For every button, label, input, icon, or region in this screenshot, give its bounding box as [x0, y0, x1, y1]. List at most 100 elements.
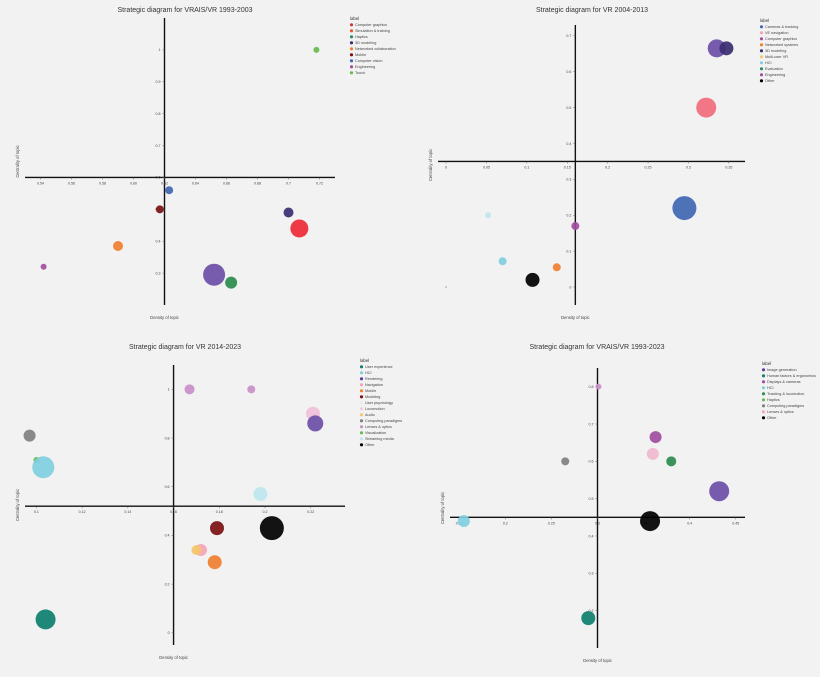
x-tick-label: 0.16 [170, 510, 177, 514]
data-point [445, 286, 447, 288]
y-tick-label: 0.4 [566, 142, 571, 146]
data-point [259, 516, 284, 541]
data-point [191, 545, 202, 556]
x-tick-label: 0.66 [223, 181, 230, 185]
y-tick-label: 0.7 [156, 144, 161, 148]
data-point [207, 555, 222, 570]
legend-entry: Mobile [355, 53, 366, 57]
y-tick-label: 0.7 [589, 422, 594, 426]
legend-entry: Modeling [365, 395, 380, 399]
legend-marker [349, 47, 354, 51]
legend-marker [759, 37, 764, 41]
legend-marker [359, 437, 364, 441]
x-tick-label: 0.3 [595, 521, 600, 525]
x-axis-label: Density of topic [561, 315, 590, 320]
chart-title: Strategic diagram for VR 2004-2013 [536, 7, 648, 14]
x-tick-label: 0.62 [161, 181, 168, 185]
legend-entry: Engineering [765, 73, 785, 77]
legend-entry: Displays & cameras [767, 380, 801, 384]
data-point [32, 456, 55, 479]
legend-marker [359, 425, 364, 429]
legend-marker [349, 53, 354, 57]
y-tick-label: 0.6 [156, 176, 161, 180]
y-tick-label: 0.7 [566, 34, 571, 38]
data-point [184, 384, 195, 395]
data-point [210, 521, 224, 536]
x-tick-label: 0.22 [307, 510, 314, 514]
legend-marker [761, 392, 766, 396]
y-tick-label: 0.4 [165, 534, 170, 538]
legend-entry: Computing paradigms [767, 404, 804, 408]
legend-entry: Rendering [365, 377, 383, 381]
legend-marker [761, 410, 766, 414]
x-tick-label: 0.60 [130, 181, 137, 185]
x-tick-label: 0.54 [37, 181, 44, 185]
x-tick-label: 0.05 [483, 165, 490, 169]
legend-marker [349, 35, 354, 39]
x-tick-label: 0.45 [732, 521, 739, 525]
legend-marker [761, 380, 766, 384]
legend-marker [761, 404, 766, 408]
y-tick-label: 0.6 [589, 460, 594, 464]
data-point [23, 429, 36, 442]
y-tick-label: 0.5 [566, 106, 571, 110]
legend-marker [359, 419, 364, 423]
y-axis-label: Centrality of topic [440, 492, 445, 524]
y-tick-label: 0.8 [165, 436, 170, 440]
y-tick-label: 0.1 [566, 249, 571, 253]
legend-entry: Haptics [355, 35, 368, 39]
legend-entry: Networked collaboration [355, 47, 396, 51]
legend-marker [761, 374, 766, 378]
chart-title: Strategic diagram for VR 2014-2023 [129, 344, 241, 351]
legend-entry: HCI [365, 371, 372, 375]
legend-marker [759, 49, 764, 53]
y-tick-label: 0.8 [156, 112, 161, 116]
x-tick-label: 0.7 [286, 181, 291, 185]
legend-marker [359, 413, 364, 417]
legend-marker [349, 29, 354, 33]
legend-marker [349, 71, 354, 75]
legend-entry: Evaluation [765, 67, 783, 71]
legend-marker [759, 73, 764, 77]
y-tick-label: 0.2 [566, 214, 571, 218]
data-point [307, 415, 324, 432]
y-tick-label: 0.8 [589, 385, 594, 389]
y-tick-label: 0.5 [589, 497, 594, 501]
legend-entry: User psychology [365, 401, 393, 405]
data-point [595, 383, 602, 390]
chart-title: Strategic diagram for VRAIS/VR 1993-2023 [529, 344, 664, 351]
data-point [525, 272, 540, 287]
data-point [561, 457, 570, 466]
x-tick-label: 0.58 [99, 181, 106, 185]
y-axis-label: Centrality of topic [15, 489, 20, 521]
legend-marker [359, 377, 364, 381]
y-tick-label: 0.2 [589, 609, 594, 613]
legend-marker [349, 65, 354, 69]
x-tick-label: 0.4 [687, 521, 692, 525]
data-point [581, 611, 596, 626]
data-point [696, 97, 717, 118]
legend-marker [761, 398, 766, 402]
legend-entry: Image generation [767, 368, 797, 372]
y-tick-label: 0.9 [156, 80, 161, 84]
y-tick-label: 0.3 [589, 572, 594, 576]
y-tick-label: 0.4 [589, 534, 594, 538]
x-tick-label: 0.18 [216, 510, 223, 514]
legend-entry: Tracking & locomotion [767, 392, 804, 396]
legend-title: label [350, 16, 359, 21]
x-axis-label: Density of topic [150, 315, 179, 320]
data-point [113, 241, 123, 252]
x-tick-label: 0.2 [503, 521, 508, 525]
x-tick-label: 0.12 [79, 510, 86, 514]
legend-marker [761, 386, 766, 390]
legend-entry: Engineering [355, 65, 375, 69]
legend-marker [759, 55, 764, 59]
data-point [165, 186, 174, 195]
legend-marker [359, 407, 364, 411]
legend-entry: Computer graphics [355, 23, 387, 27]
legend-marker [359, 371, 364, 375]
data-point [485, 212, 492, 219]
x-tick-label: 0.64 [192, 181, 199, 185]
legend-marker [761, 416, 766, 420]
